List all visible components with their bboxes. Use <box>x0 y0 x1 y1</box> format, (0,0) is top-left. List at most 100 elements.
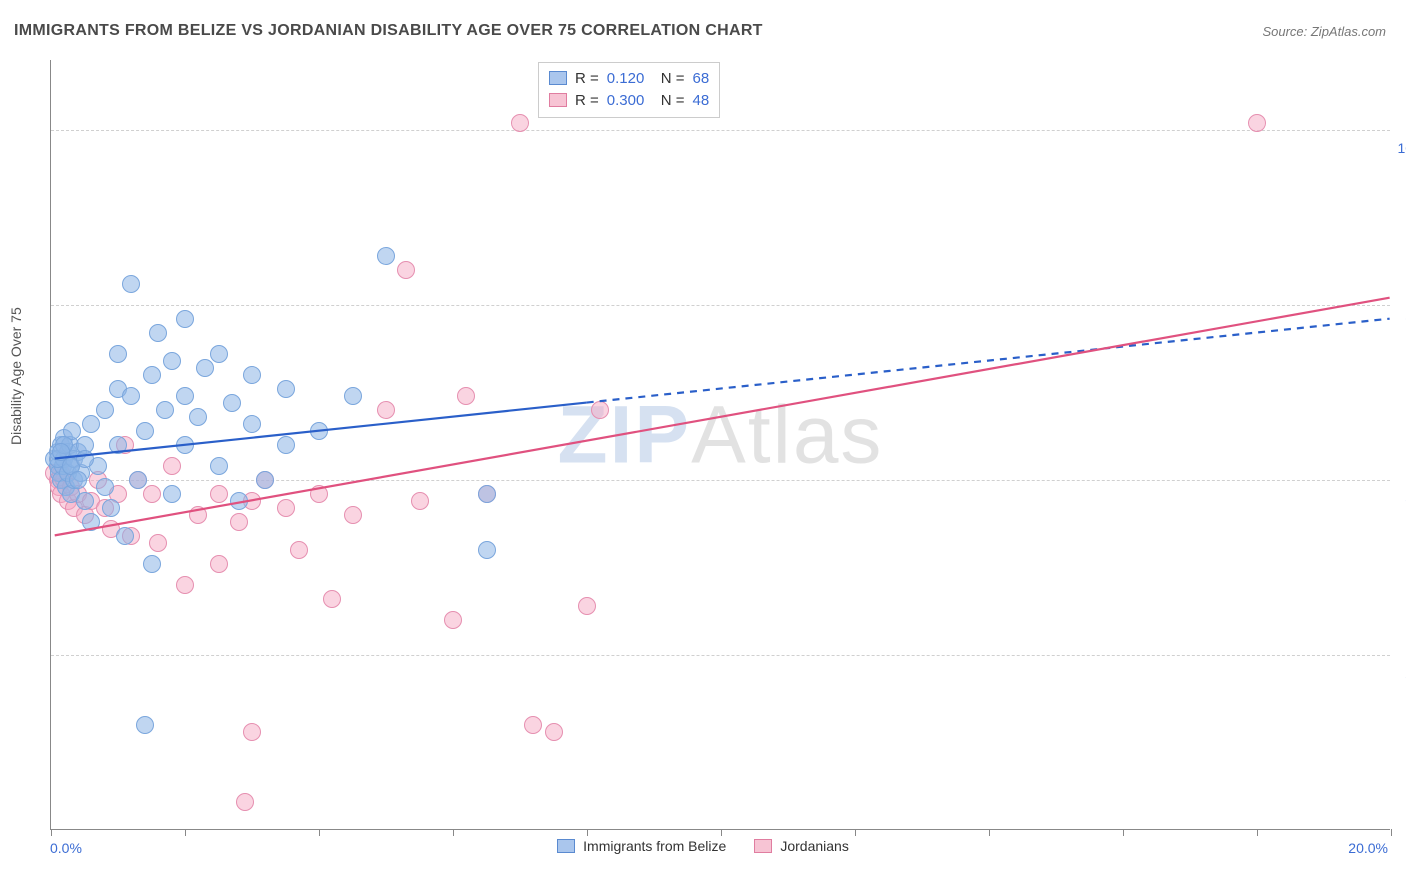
belize-point <box>377 247 395 265</box>
series-legend-item: Jordanians <box>754 838 849 854</box>
legend-swatch <box>549 93 567 107</box>
belize-point <box>102 499 120 517</box>
jordanians-point <box>277 499 295 517</box>
gridline <box>51 480 1390 481</box>
legend-r-value: 0.300 <box>607 92 653 109</box>
belize-point <box>230 492 248 510</box>
jordanians-point <box>377 401 395 419</box>
legend-n-value: 68 <box>693 70 710 87</box>
trend-line <box>587 319 1390 403</box>
x-tick <box>1123 829 1124 836</box>
y-axis-label: Disability Age Over 75 <box>8 307 24 445</box>
jordanians-point <box>411 492 429 510</box>
belize-point <box>256 471 274 489</box>
x-tick <box>989 829 990 836</box>
legend-r-label: R = <box>575 92 599 109</box>
belize-point <box>122 275 140 293</box>
x-tick <box>453 829 454 836</box>
jordanians-point <box>397 261 415 279</box>
chart-container: IMMIGRANTS FROM BELIZE VS JORDANIAN DISA… <box>0 0 1406 892</box>
y-tick-label: 50.0% <box>1395 490 1406 506</box>
legend-row: R =0.120N =68 <box>549 67 709 89</box>
jordanians-point <box>545 723 563 741</box>
legend-n-label: N = <box>661 70 685 87</box>
jordanians-point <box>578 597 596 615</box>
correlation-legend: R =0.120N =68R =0.300N =48 <box>538 62 720 118</box>
jordanians-point <box>290 541 308 559</box>
jordanians-point <box>143 485 161 503</box>
belize-point <box>69 471 87 489</box>
belize-point <box>109 345 127 363</box>
jordanians-point <box>511 114 529 132</box>
belize-point <box>243 366 261 384</box>
series-legend-label: Immigrants from Belize <box>583 838 726 854</box>
jordanians-point <box>591 401 609 419</box>
belize-point <box>478 485 496 503</box>
jordanians-point <box>236 793 254 811</box>
belize-point <box>82 415 100 433</box>
belize-point <box>52 443 70 461</box>
legend-n-value: 48 <box>693 92 710 109</box>
gridline <box>51 130 1390 131</box>
belize-point <box>143 366 161 384</box>
belize-point <box>176 387 194 405</box>
x-max-label: 20.0% <box>1348 840 1388 856</box>
belize-point <box>189 408 207 426</box>
belize-point <box>210 457 228 475</box>
jordanians-point <box>1248 114 1266 132</box>
jordanians-point <box>163 457 181 475</box>
jordanians-point <box>323 590 341 608</box>
jordanians-point <box>210 485 228 503</box>
jordanians-point <box>457 387 475 405</box>
y-tick-label: 75.0% <box>1395 315 1406 331</box>
legend-n-label: N = <box>661 92 685 109</box>
belize-point <box>196 359 214 377</box>
legend-swatch <box>557 839 575 853</box>
gridline <box>51 655 1390 656</box>
x-tick <box>721 829 722 836</box>
belize-point <box>243 415 261 433</box>
jordanians-point <box>230 513 248 531</box>
x-tick <box>855 829 856 836</box>
belize-point <box>310 422 328 440</box>
jordanians-point <box>310 485 328 503</box>
gridline <box>51 305 1390 306</box>
belize-point <box>176 436 194 454</box>
belize-point <box>156 401 174 419</box>
belize-point <box>136 716 154 734</box>
belize-point <box>344 387 362 405</box>
belize-point <box>116 527 134 545</box>
belize-point <box>76 450 94 468</box>
y-tick-label: 100.0% <box>1395 140 1406 156</box>
belize-point <box>149 324 167 342</box>
source-attribution: Source: ZipAtlas.com <box>1262 24 1386 39</box>
belize-point <box>122 387 140 405</box>
belize-point <box>277 380 295 398</box>
legend-swatch <box>754 839 772 853</box>
belize-point <box>163 485 181 503</box>
belize-point <box>96 401 114 419</box>
series-legend-label: Jordanians <box>780 838 849 854</box>
y-tick-label: 25.0% <box>1395 665 1406 681</box>
jordanians-point <box>189 506 207 524</box>
jordanians-point <box>176 576 194 594</box>
belize-point <box>129 471 147 489</box>
jordanians-point <box>524 716 542 734</box>
x-tick <box>51 829 52 836</box>
x-tick <box>185 829 186 836</box>
series-legend: Immigrants from Belize Jordanians <box>0 838 1406 856</box>
belize-point <box>277 436 295 454</box>
belize-point <box>176 310 194 328</box>
legend-swatch <box>549 71 567 85</box>
trendlines-layer <box>51 60 1390 829</box>
x-min-label: 0.0% <box>50 840 82 856</box>
x-tick <box>587 829 588 836</box>
jordanians-point <box>210 555 228 573</box>
watermark-atlas: Atlas <box>691 389 883 480</box>
x-tick <box>1391 829 1392 836</box>
belize-point <box>76 492 94 510</box>
belize-point <box>223 394 241 412</box>
belize-point <box>478 541 496 559</box>
belize-point <box>210 345 228 363</box>
belize-point <box>82 513 100 531</box>
